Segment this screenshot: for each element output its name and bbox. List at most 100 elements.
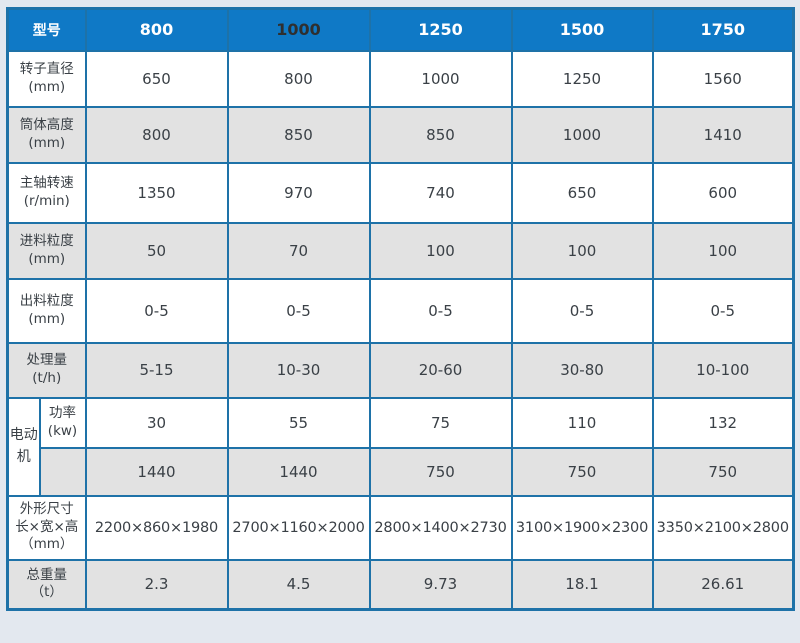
row-label-cylinder-height: 筒体高度 (mm) [6, 105, 87, 164]
cell-discharge-size-1750: 0-5 [651, 277, 795, 344]
table-row-capacity: 处理量 (t/h) 5-15 10-30 20-60 30-80 10-100 [6, 341, 795, 399]
label-line: 主轴转速 [19, 174, 74, 191]
cell-motor-speed-1250: 750 [368, 446, 513, 497]
cell-total-weight-1750: 26.61 [651, 558, 795, 611]
table-row-total-weight: 总重量 （t） 2.3 4.5 9.73 18.1 26.61 [6, 558, 795, 611]
cell-capacity-1500: 30-80 [510, 341, 654, 399]
cell-dimensions-1250: 2800×1400×2730 [368, 494, 513, 561]
cell-motor-power-1250: 75 [368, 396, 513, 449]
spec-table-header: 型号 800 1000 1250 1500 1750 [6, 7, 795, 52]
cell-capacity-1750: 10-100 [651, 341, 795, 399]
cell-rotor-diameter-1000: 800 [226, 49, 371, 108]
cell-motor-power-1500: 110 [510, 396, 654, 449]
spec-table: 型号 800 1000 1250 1500 1750 转子直径 (mm) 650 800 1000… [6, 7, 795, 611]
cell-feed-size-1500: 100 [510, 221, 654, 280]
cell-feed-size-1250: 100 [368, 221, 513, 280]
cell-cylinder-height-1000: 850 [226, 105, 371, 164]
cell-cylinder-height-800: 800 [84, 105, 229, 164]
cell-total-weight-1500: 18.1 [510, 558, 654, 611]
row-label-capacity: 处理量 (t/h) [6, 341, 87, 399]
cell-total-weight-1000: 4.5 [226, 558, 371, 611]
label-line: (mm) [28, 78, 66, 95]
cell-spindle-speed-800: 1350 [84, 161, 229, 224]
cell-dimensions-800: 2200×860×1980 [84, 494, 229, 561]
cell-capacity-800: 5-15 [84, 341, 229, 399]
row-label-motor-power: 功率 (kw) [38, 396, 87, 449]
label-line: 筒体高度 [19, 116, 74, 133]
table-row-motor-speed: 1440 1440 750 750 750 [8, 446, 795, 497]
label-line: 总重量 [26, 566, 68, 583]
cell-feed-size-1750: 100 [651, 221, 795, 280]
header-cell-model-1750: 1750 [651, 7, 795, 52]
row-label-spindle-speed: 主轴转速 (r/min) [6, 161, 87, 224]
label-line: (mm) [28, 134, 66, 151]
label-line: (t/h) [32, 370, 62, 386]
motor-sub-label-empty [38, 446, 87, 497]
cell-motor-speed-1000: 1440 [226, 446, 371, 497]
cell-cylinder-height-1500: 1000 [510, 105, 654, 164]
cell-motor-power-800: 30 [84, 396, 229, 449]
label-line: 出料粒度 [19, 292, 74, 309]
row-label-rotor-diameter: 转子直径 (mm) [6, 49, 87, 108]
label-line: （mm） [20, 536, 74, 553]
table-row-cylinder-height: 筒体高度 (mm) 800 850 850 1000 1410 [6, 105, 795, 164]
cell-dimensions-1500: 3100×1900×2300 [510, 494, 654, 561]
cell-feed-size-1000: 70 [226, 221, 371, 280]
cell-discharge-size-800: 0-5 [84, 277, 229, 344]
header-cell-model-1500: 1500 [510, 7, 654, 52]
label-line: 外形尺寸 [19, 501, 74, 518]
cell-total-weight-800: 2.3 [84, 558, 229, 611]
cell-total-weight-1250: 9.73 [368, 558, 513, 611]
label-line: (kw) [47, 422, 78, 439]
cell-capacity-1000: 10-30 [226, 341, 371, 399]
table-row-motor-power: 电动机 功率 (kw) 30 55 75 110 132 [6, 396, 795, 497]
table-row-feed-size: 进料粒度 (mm) 50 70 100 100 100 [6, 221, 795, 280]
label-line: 转子直径 [19, 60, 74, 77]
cell-cylinder-height-1750: 1410 [651, 105, 795, 164]
cell-discharge-size-1250: 0-5 [368, 277, 513, 344]
row-label-discharge-size: 出料粒度 (mm) [6, 277, 87, 344]
cell-dimensions-1000: 2700×1160×2000 [226, 494, 371, 561]
cell-motor-power-1000: 55 [226, 396, 371, 449]
cell-rotor-diameter-1750: 1560 [651, 49, 795, 108]
label-line: (mm) [28, 250, 66, 267]
cell-dimensions-1750: 3350×2100×2800 [651, 494, 795, 561]
cell-spindle-speed-1750: 600 [651, 161, 795, 224]
cell-cylinder-height-1250: 850 [368, 105, 513, 164]
row-label-dimensions: 外形尺寸 长×宽×高 （mm） [6, 494, 87, 561]
cell-motor-speed-1500: 750 [510, 446, 654, 497]
cell-rotor-diameter-1250: 1000 [368, 49, 513, 108]
cell-discharge-size-1000: 0-5 [226, 277, 371, 344]
cell-capacity-1250: 20-60 [368, 341, 513, 399]
cell-spindle-speed-1000: 970 [226, 161, 371, 224]
cell-motor-speed-1750: 750 [651, 446, 795, 497]
cell-rotor-diameter-800: 650 [84, 49, 229, 108]
cell-discharge-size-1500: 0-5 [510, 277, 654, 344]
header-row: 型号 800 1000 1250 1500 1750 [6, 7, 795, 52]
row-label-total-weight: 总重量 （t） [6, 558, 87, 611]
table-row-discharge-size: 出料粒度 (mm) 0-5 0-5 0-5 0-5 0-5 [6, 277, 795, 344]
header-cell-model-800: 800 [84, 7, 229, 52]
motor-group-label: 电动机 [6, 396, 41, 497]
label-line: 处理量 [26, 352, 68, 369]
label-line: 功率 [49, 404, 76, 421]
label-line: 进料粒度 [19, 232, 74, 249]
header-cell-model-label: 型号 [6, 7, 87, 52]
table-row-spindle-speed: 主轴转速 (r/min) 1350 970 740 650 600 [6, 161, 795, 224]
header-cell-model-1250: 1250 [368, 7, 513, 52]
cell-feed-size-800: 50 [84, 221, 229, 280]
cell-spindle-speed-1500: 650 [510, 161, 654, 224]
label-line: 长×宽×高 [15, 518, 79, 535]
table-row-rotor-diameter: 转子直径 (mm) 650 800 1000 1250 1560 [6, 49, 795, 108]
spec-table-body: 转子直径 (mm) 650 800 1000 1250 1560 筒体高度 (mm) 800 850… [6, 49, 795, 611]
header-cell-model-1000: 1000 [226, 7, 371, 52]
cell-spindle-speed-1250: 740 [368, 161, 513, 224]
cell-motor-power-1750: 132 [651, 396, 795, 449]
label-line: (r/min) [23, 192, 70, 209]
table-row-dimensions: 外形尺寸 长×宽×高 （mm） 2200×860×1980 2700×1160×2000… [6, 494, 795, 561]
label-line: （t） [30, 584, 63, 601]
label-line: (mm) [28, 310, 66, 327]
row-label-feed-size: 进料粒度 (mm) [6, 221, 87, 280]
cell-motor-speed-800: 1440 [84, 446, 229, 497]
